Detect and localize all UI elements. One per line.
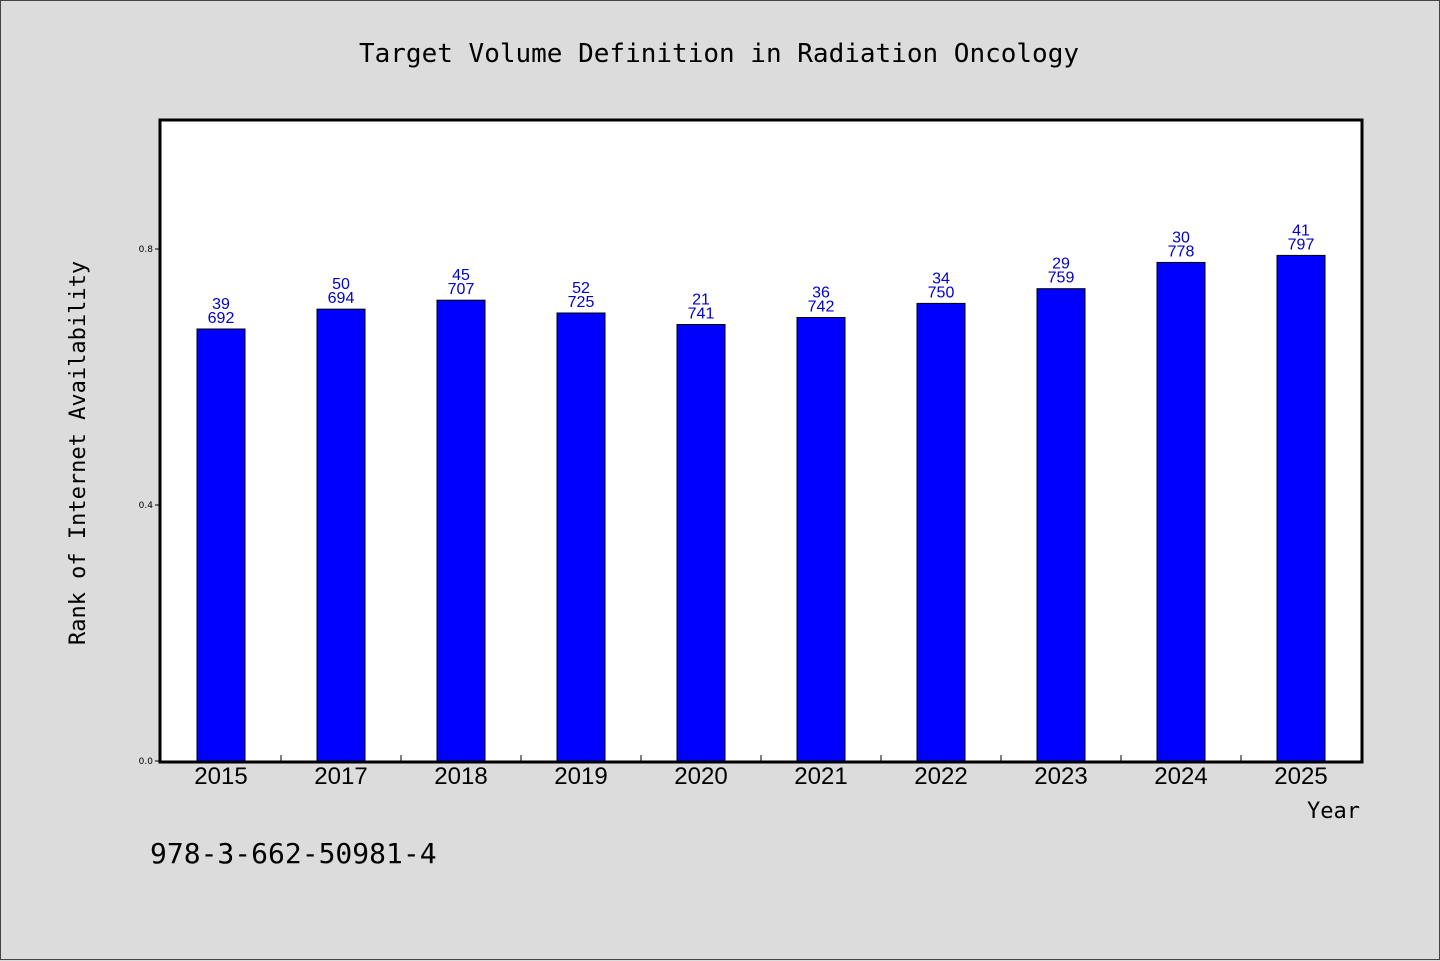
x-tick-label: 2023 [1034, 763, 1087, 790]
data-label-top: 41 [1292, 222, 1310, 239]
data-label-bottom: 707 [448, 281, 475, 298]
data-label-top: 50 [332, 276, 350, 293]
x-axis-label: Year [1307, 799, 1360, 824]
data-label-bottom: 778 [1168, 243, 1195, 260]
data-label-top: 52 [572, 280, 590, 297]
y-axis: 0.0 0.4 0.8 [139, 245, 161, 767]
data-label-top: 34 [932, 270, 950, 287]
x-tick-label: 2025 [1274, 763, 1327, 790]
data-label-bottom: 725 [568, 294, 595, 311]
isbn-text: 978-3-662-50981-4 [150, 837, 437, 870]
data-label-bottom: 797 [1288, 236, 1315, 253]
chart-title: Target Volume Definition in Radiation On… [359, 39, 1079, 69]
y-tick-label: 0.8 [139, 245, 154, 255]
y-axis-label: Rank of Internet Availability [66, 261, 91, 645]
x-tick-label: 2015 [194, 763, 247, 790]
bar [436, 299, 486, 762]
data-label-bottom: 692 [208, 310, 235, 327]
data-label-bottom: 759 [1048, 270, 1075, 287]
x-tick-label: 2021 [794, 763, 847, 790]
data-label-top: 21 [692, 292, 710, 309]
bar [916, 302, 966, 762]
data-label-bottom: 694 [328, 290, 355, 307]
x-tick-label: 2018 [434, 763, 487, 790]
bar [556, 312, 606, 762]
bar [1156, 261, 1206, 762]
data-label-top: 39 [212, 296, 230, 313]
data-label-bottom: 741 [688, 306, 715, 323]
x-tick-label: 2017 [314, 763, 367, 790]
bar [796, 316, 846, 762]
bar [316, 308, 366, 762]
bar [1276, 254, 1326, 762]
data-label-top: 30 [1172, 229, 1190, 246]
bar [1036, 288, 1086, 762]
bar [676, 324, 726, 762]
y-tick-label: 0.4 [139, 501, 154, 511]
x-tick-label: 2019 [554, 763, 607, 790]
x-tick-label: 2020 [674, 763, 727, 790]
data-label-top: 29 [1052, 256, 1070, 273]
bar [196, 328, 246, 762]
x-tick-label: 2022 [914, 763, 967, 790]
data-label-bottom: 750 [928, 284, 955, 301]
y-tick-label: 0.0 [139, 757, 154, 767]
data-label-top: 36 [812, 284, 830, 301]
data-label-top: 45 [452, 267, 470, 284]
x-tick-label: 2024 [1154, 763, 1207, 790]
bar-series [196, 254, 1326, 762]
data-label-bottom: 742 [808, 298, 835, 315]
x-axis: 2015 2017 2018 2019 2020 2021 2022 2023 2024 2025 [194, 755, 1328, 790]
